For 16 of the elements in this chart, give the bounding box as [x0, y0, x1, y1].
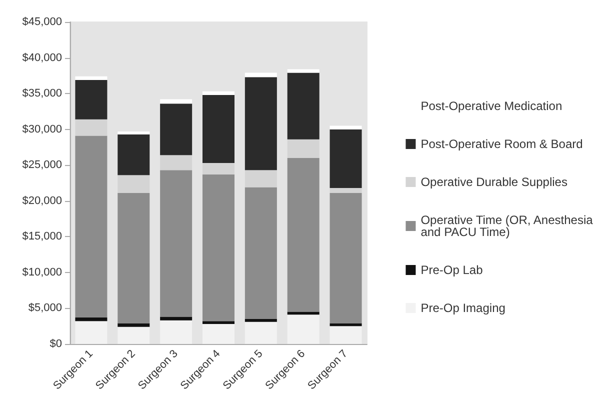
- y-tick-label: $40,000: [22, 52, 62, 64]
- y-tick-label: $0: [50, 338, 62, 350]
- legend-label: Operative Durable Supplies: [420, 175, 568, 189]
- legend-label: Pre-Op Lab: [420, 263, 484, 277]
- y-tick-label: $35,000: [22, 88, 62, 100]
- y-tick-label: $15,000: [22, 230, 62, 243]
- y-tick-label: $45,000: [22, 16, 62, 28]
- y-tick-label: $25,000: [22, 159, 62, 172]
- legend-label: Pre-Op Imaging: [420, 301, 506, 315]
- y-tick-label: $5,000: [28, 302, 62, 314]
- y-tick-label: $10,000: [22, 266, 62, 278]
- text: Post-Operative Medication: [420, 99, 562, 113]
- legend-label: Post-Operative Room & Board: [420, 137, 583, 151]
- y-tick-label: $30,000: [22, 123, 62, 136]
- y-tick-label: $20,000: [22, 194, 62, 207]
- legend-label: Operative Time (OR, Anesthesia and PACU Time): [420, 213, 596, 239]
